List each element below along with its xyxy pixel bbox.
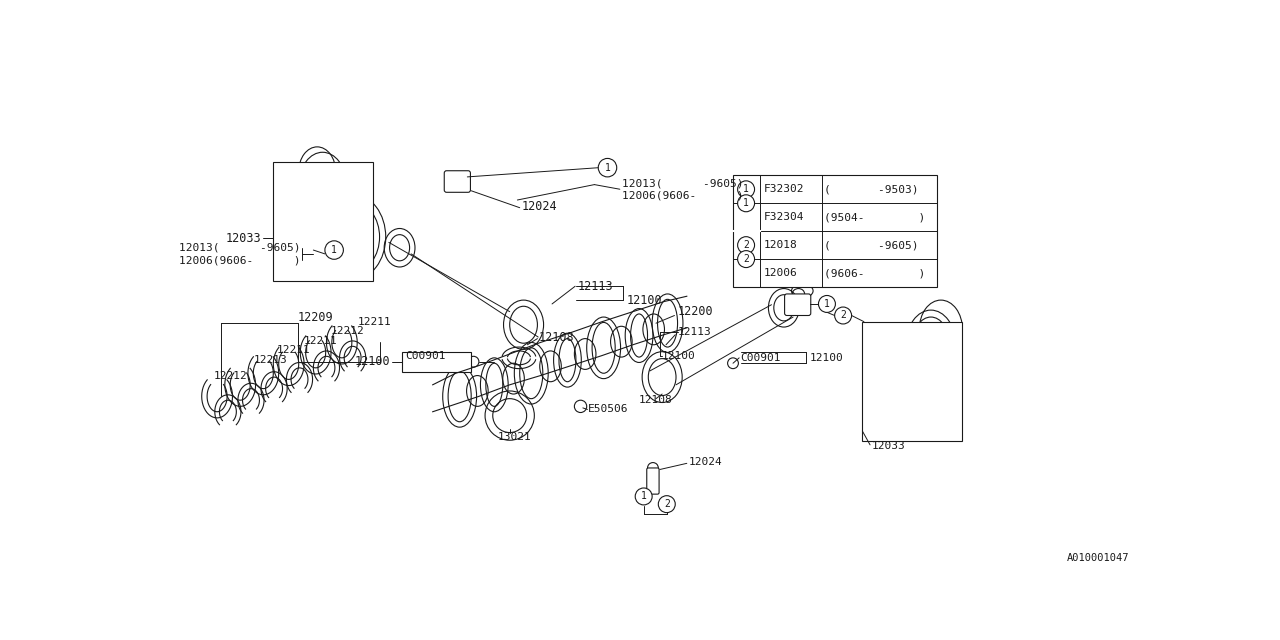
Text: (9606-        ): (9606- ) xyxy=(824,268,925,278)
Text: 12033: 12033 xyxy=(227,232,262,245)
Text: 2: 2 xyxy=(664,499,669,509)
Text: 12212: 12212 xyxy=(214,371,247,381)
Bar xyxy=(863,322,963,441)
Text: 2: 2 xyxy=(840,310,846,321)
Text: 13021: 13021 xyxy=(498,432,532,442)
Text: (       -9605): ( -9605) xyxy=(824,240,918,250)
Circle shape xyxy=(737,181,755,198)
Text: 12033: 12033 xyxy=(872,442,905,451)
Text: F32304: F32304 xyxy=(764,212,804,222)
Text: 12013(      -9605): 12013( -9605) xyxy=(179,243,300,253)
Circle shape xyxy=(737,251,755,268)
Bar xyxy=(733,175,937,287)
Text: 12006: 12006 xyxy=(764,268,797,278)
FancyBboxPatch shape xyxy=(785,294,810,316)
Circle shape xyxy=(737,237,755,253)
Text: 12113: 12113 xyxy=(577,280,613,292)
FancyBboxPatch shape xyxy=(444,171,471,192)
Text: 12100: 12100 xyxy=(810,353,844,363)
Text: 12024: 12024 xyxy=(521,200,557,212)
Circle shape xyxy=(835,307,851,324)
Text: 12212: 12212 xyxy=(332,326,365,336)
Text: 12006(9606-      ): 12006(9606- ) xyxy=(622,190,744,200)
Text: 12024: 12024 xyxy=(689,457,722,467)
Text: 12213: 12213 xyxy=(253,355,288,365)
Text: 12211: 12211 xyxy=(305,336,338,346)
Text: 1: 1 xyxy=(604,163,611,173)
FancyBboxPatch shape xyxy=(646,468,659,494)
Circle shape xyxy=(818,296,836,312)
Text: C00901: C00901 xyxy=(741,353,781,363)
Bar xyxy=(402,353,471,372)
Text: 12200: 12200 xyxy=(677,305,713,318)
Text: 12013(      -9605): 12013( -9605) xyxy=(622,178,744,188)
Text: 12006(9606-      ): 12006(9606- ) xyxy=(179,255,300,265)
Text: 1: 1 xyxy=(744,184,749,195)
Bar xyxy=(274,161,374,281)
Circle shape xyxy=(635,488,652,505)
Text: C00901: C00901 xyxy=(406,351,447,360)
Text: 1: 1 xyxy=(332,245,337,255)
Text: A010001047: A010001047 xyxy=(1068,553,1129,563)
Text: (       -9503): ( -9503) xyxy=(824,184,918,195)
Text: 1: 1 xyxy=(824,299,829,309)
Text: E50506: E50506 xyxy=(589,404,628,415)
Text: 12211: 12211 xyxy=(278,345,311,355)
Text: 12209: 12209 xyxy=(298,311,334,324)
Text: F32302: F32302 xyxy=(764,184,804,195)
Text: 2: 2 xyxy=(744,254,749,264)
Circle shape xyxy=(325,241,343,259)
Text: 12211: 12211 xyxy=(357,317,390,326)
Text: 12100: 12100 xyxy=(627,294,662,307)
Text: 1: 1 xyxy=(641,492,646,502)
Circle shape xyxy=(598,159,617,177)
Text: 12100: 12100 xyxy=(662,351,696,360)
Circle shape xyxy=(658,496,676,513)
Circle shape xyxy=(737,195,755,212)
Text: 12100: 12100 xyxy=(355,355,390,368)
Text: 1: 1 xyxy=(744,198,749,208)
Text: 12113: 12113 xyxy=(677,328,712,337)
Text: 12108: 12108 xyxy=(639,395,673,405)
Text: 2: 2 xyxy=(744,240,749,250)
Text: 12018: 12018 xyxy=(764,240,797,250)
Text: 12108: 12108 xyxy=(539,330,575,344)
Text: (9504-        ): (9504- ) xyxy=(824,212,925,222)
